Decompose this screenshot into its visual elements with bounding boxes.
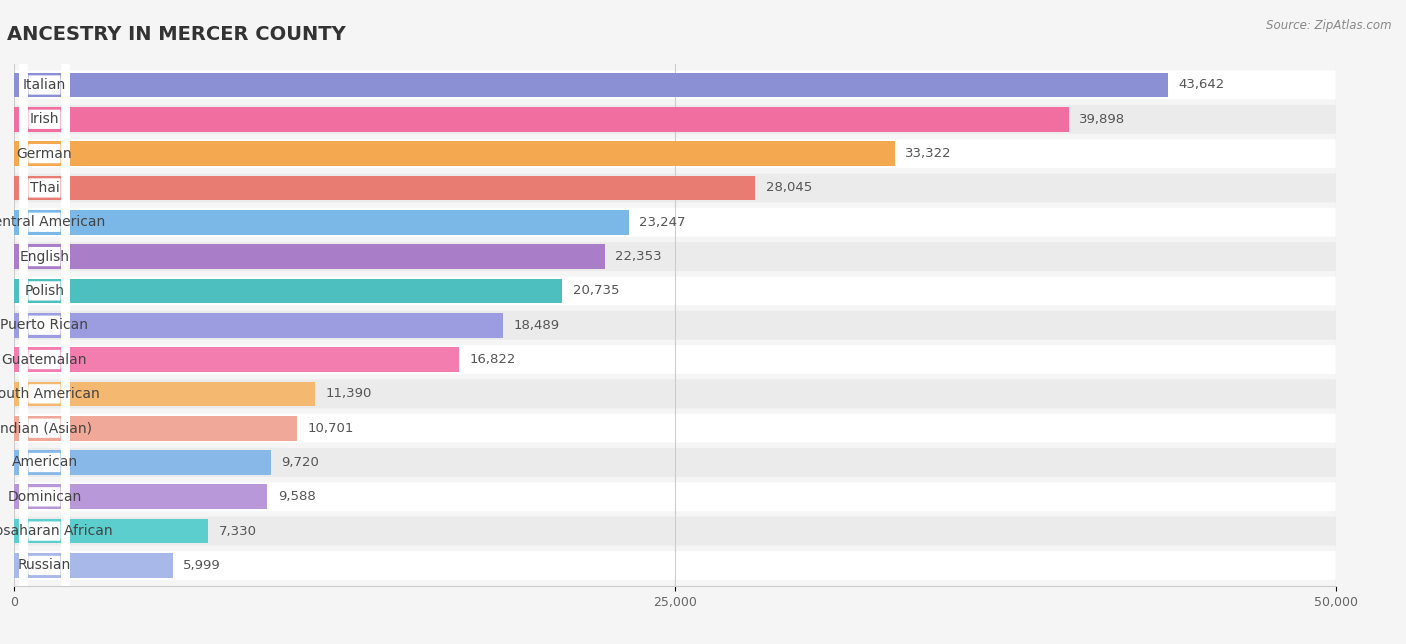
Bar — [14, 381, 315, 406]
Bar — [14, 450, 271, 475]
FancyBboxPatch shape — [14, 448, 1336, 477]
Bar — [14, 416, 297, 440]
Text: South American: South American — [0, 387, 100, 401]
Text: 11,390: 11,390 — [326, 387, 373, 401]
FancyBboxPatch shape — [20, 0, 69, 644]
Text: Source: ZipAtlas.com: Source: ZipAtlas.com — [1267, 19, 1392, 32]
FancyBboxPatch shape — [14, 71, 1336, 99]
Text: 20,735: 20,735 — [572, 285, 619, 298]
FancyBboxPatch shape — [20, 0, 69, 644]
FancyBboxPatch shape — [20, 0, 69, 644]
Bar — [14, 244, 605, 269]
FancyBboxPatch shape — [20, 0, 69, 644]
FancyBboxPatch shape — [14, 208, 1336, 237]
Text: 18,489: 18,489 — [513, 319, 560, 332]
Bar — [14, 313, 503, 337]
Text: 9,588: 9,588 — [278, 490, 316, 504]
FancyBboxPatch shape — [20, 0, 69, 644]
Bar — [14, 107, 1069, 131]
Text: 39,898: 39,898 — [1080, 113, 1125, 126]
Text: Russian: Russian — [18, 558, 72, 573]
FancyBboxPatch shape — [20, 0, 69, 644]
FancyBboxPatch shape — [20, 0, 69, 644]
Bar — [14, 519, 208, 544]
FancyBboxPatch shape — [20, 0, 69, 644]
FancyBboxPatch shape — [20, 0, 69, 644]
Text: 33,322: 33,322 — [905, 147, 952, 160]
FancyBboxPatch shape — [14, 173, 1336, 202]
FancyBboxPatch shape — [14, 482, 1336, 511]
Text: 5,999: 5,999 — [183, 559, 221, 572]
Text: 22,353: 22,353 — [616, 250, 662, 263]
Text: Subsaharan African: Subsaharan African — [0, 524, 112, 538]
FancyBboxPatch shape — [14, 345, 1336, 374]
Text: Central American: Central American — [0, 215, 105, 229]
FancyBboxPatch shape — [14, 242, 1336, 271]
Text: Italian: Italian — [22, 78, 66, 92]
FancyBboxPatch shape — [14, 551, 1336, 580]
FancyBboxPatch shape — [14, 413, 1336, 442]
Bar — [14, 210, 628, 234]
Text: German: German — [17, 147, 72, 160]
Text: Irish: Irish — [30, 112, 59, 126]
Text: 23,247: 23,247 — [640, 216, 686, 229]
Bar — [14, 176, 755, 200]
FancyBboxPatch shape — [20, 0, 69, 644]
Text: 10,701: 10,701 — [308, 422, 354, 435]
FancyBboxPatch shape — [20, 0, 69, 644]
FancyBboxPatch shape — [20, 0, 69, 644]
Text: 9,720: 9,720 — [281, 456, 319, 469]
FancyBboxPatch shape — [14, 311, 1336, 339]
Text: American: American — [11, 455, 77, 469]
FancyBboxPatch shape — [20, 0, 69, 644]
FancyBboxPatch shape — [14, 379, 1336, 408]
Bar — [14, 141, 894, 166]
Text: 16,822: 16,822 — [470, 353, 516, 366]
FancyBboxPatch shape — [14, 516, 1336, 545]
Text: 43,642: 43,642 — [1178, 79, 1225, 91]
Text: Puerto Rican: Puerto Rican — [0, 318, 89, 332]
Text: Polish: Polish — [24, 284, 65, 298]
Text: ANCESTRY IN MERCER COUNTY: ANCESTRY IN MERCER COUNTY — [7, 24, 346, 44]
FancyBboxPatch shape — [20, 0, 69, 644]
Text: Thai: Thai — [30, 181, 59, 195]
Text: Dominican: Dominican — [7, 490, 82, 504]
Bar — [14, 73, 1167, 97]
Text: 28,045: 28,045 — [766, 182, 813, 194]
FancyBboxPatch shape — [14, 139, 1336, 168]
Bar — [14, 553, 173, 578]
Text: English: English — [20, 250, 69, 263]
FancyBboxPatch shape — [14, 276, 1336, 305]
Bar — [14, 279, 562, 303]
Text: Guatemalan: Guatemalan — [1, 352, 87, 366]
FancyBboxPatch shape — [14, 105, 1336, 134]
Bar — [14, 347, 458, 372]
Bar — [14, 484, 267, 509]
FancyBboxPatch shape — [20, 0, 69, 644]
Text: Indian (Asian): Indian (Asian) — [0, 421, 93, 435]
Text: 7,330: 7,330 — [218, 525, 256, 538]
